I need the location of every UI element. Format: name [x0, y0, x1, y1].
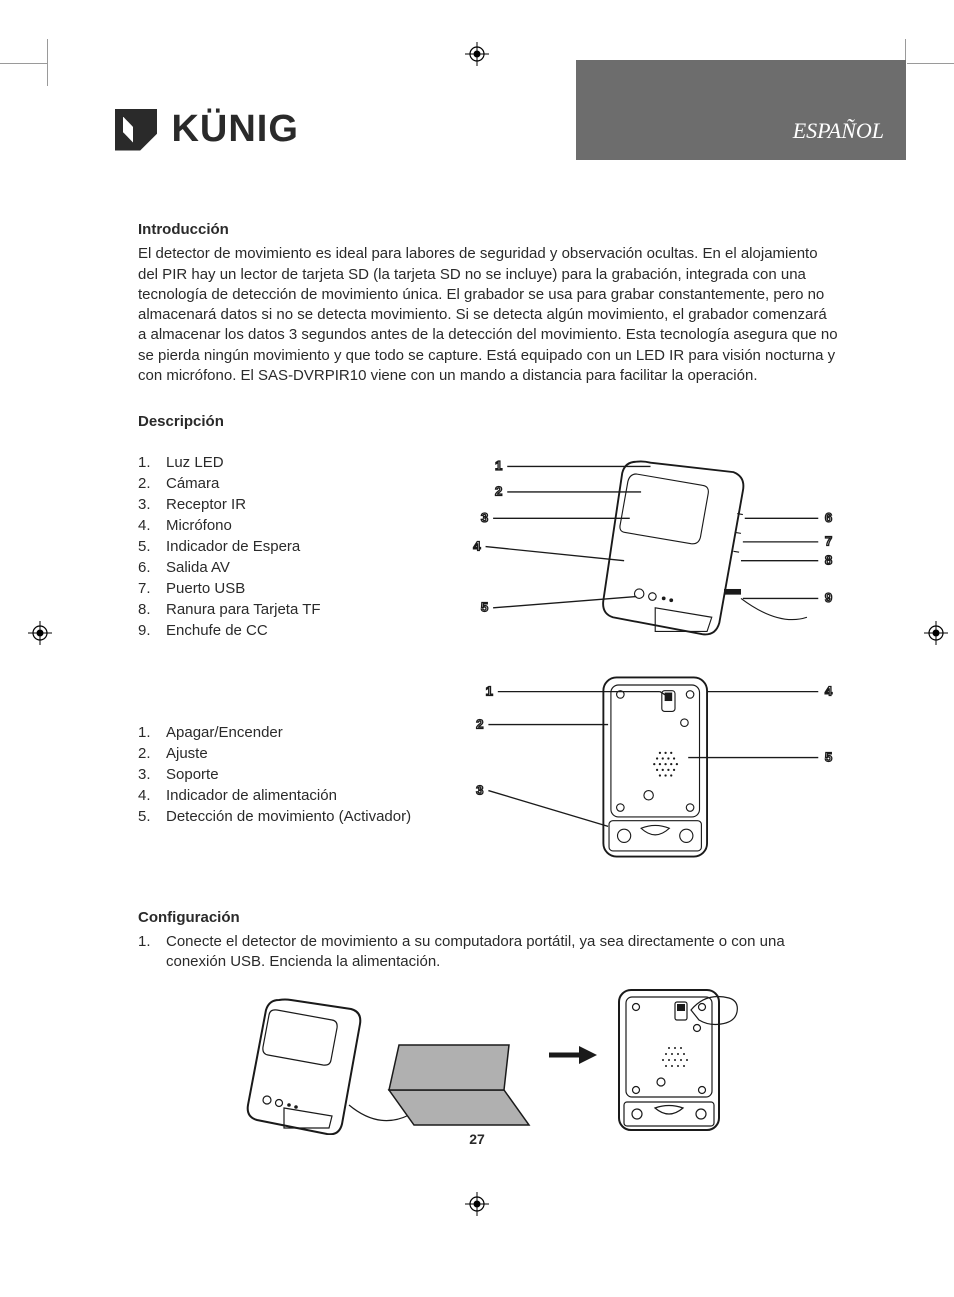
- language-label: ESPAÑOL: [576, 118, 884, 144]
- callout-number: 5: [481, 600, 488, 615]
- callout-number: 1: [486, 683, 493, 698]
- list-item: Conecte el detector de movimiento a su c…: [138, 932, 839, 973]
- list-item: Cámara: [138, 473, 438, 494]
- registration-mark-icon: [465, 42, 489, 66]
- intro-paragraph: El detector de movimiento es ideal para …: [138, 244, 839, 386]
- brand-logo-icon: [115, 109, 157, 151]
- section-title-config: Configuración: [138, 908, 839, 928]
- callout-number: 1: [495, 458, 502, 473]
- list-item: Micrófono: [138, 515, 438, 536]
- list-item: Detección de movimiento (Activador): [138, 806, 438, 827]
- callout-number: 4: [473, 539, 481, 554]
- registration-mark-icon: [924, 621, 948, 645]
- callout-number: 7: [825, 534, 832, 549]
- list-item: Apagar/Encender: [138, 722, 438, 743]
- list-item: Receptor IR: [138, 494, 438, 515]
- callout-number: 4: [825, 683, 833, 698]
- list-item: Luz LED: [138, 452, 438, 473]
- list-item: Indicador de alimentación: [138, 785, 438, 806]
- callout-number: 3: [476, 782, 483, 797]
- brand-logo-text: KÜNIG: [171, 108, 298, 151]
- callout-number: 6: [825, 510, 832, 525]
- registration-mark-icon: [28, 621, 52, 645]
- registration-mark-icon: [465, 1192, 489, 1216]
- callout-number: 9: [825, 590, 832, 605]
- diagram-back-view: 1 2 3 4 5: [462, 662, 839, 878]
- diagram-config: [138, 985, 839, 1135]
- list-item: Salida AV: [138, 557, 438, 578]
- list-item: Ajuste: [138, 743, 438, 764]
- page-number: 27: [0, 1131, 954, 1147]
- callout-number: 8: [825, 553, 832, 568]
- crop-mark: [0, 63, 47, 64]
- list-item: Puerto USB: [138, 578, 438, 599]
- callout-number: 2: [476, 716, 483, 731]
- crop-mark: [47, 39, 48, 86]
- parts-list-front: Luz LED Cámara Receptor IR Micrófono Ind…: [138, 452, 438, 641]
- list-item: Enchufe de CC: [138, 620, 438, 641]
- list-item: Soporte: [138, 764, 438, 785]
- brand-logo: KÜNIG: [115, 108, 299, 151]
- list-item: Indicador de Espera: [138, 536, 438, 557]
- config-steps-list: Conecte el detector de movimiento a su c…: [138, 932, 839, 973]
- callout-number: 3: [481, 510, 488, 525]
- section-title-intro: Introducción: [138, 220, 839, 240]
- callout-number: 5: [825, 749, 832, 764]
- parts-list-back: Apagar/Encender Ajuste Soporte Indicador…: [138, 722, 438, 827]
- crop-mark: [907, 63, 954, 64]
- section-title-description: Descripción: [138, 412, 839, 432]
- language-banner: ESPAÑOL: [576, 60, 906, 160]
- list-item: Ranura para Tarjeta TF: [138, 599, 438, 620]
- callout-number: 2: [495, 484, 502, 499]
- diagram-front-view: 1 2 3 4 5 6 7 8 9: [462, 442, 839, 643]
